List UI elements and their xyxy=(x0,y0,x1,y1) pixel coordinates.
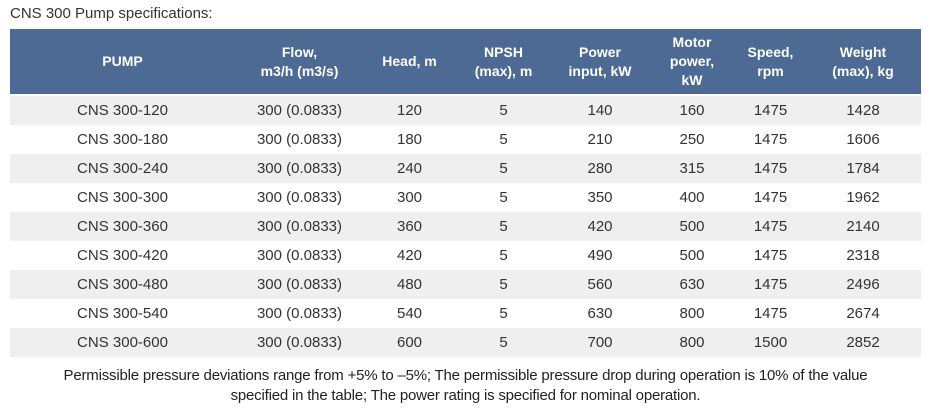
table-cell: 560 xyxy=(552,270,648,299)
table-cell: 5 xyxy=(455,96,552,125)
table-cell: 5 xyxy=(455,125,552,154)
table-cell: 2140 xyxy=(805,212,921,241)
table-cell: 2318 xyxy=(805,241,921,270)
pump-model-cell: CNS 300-420 xyxy=(10,241,235,270)
table-cell: 2852 xyxy=(805,328,921,357)
table-cell: 1428 xyxy=(805,96,921,125)
table-cell: 800 xyxy=(648,328,736,357)
pump-model-cell: CNS 300-240 xyxy=(10,154,235,183)
table-cell: 300 (0.0833) xyxy=(235,125,364,154)
table-cell: 300 (0.0833) xyxy=(235,328,364,357)
table-cell: 5 xyxy=(455,270,552,299)
table-cell: 400 xyxy=(648,183,736,212)
column-header: NPSH (max), m xyxy=(455,29,552,96)
pump-spec-table: PUMP Flow, m3/h (m3/s) Head, m NPSH (max), … xyxy=(10,29,921,357)
table-cell: 250 xyxy=(648,125,736,154)
pump-model-cell: CNS 300-480 xyxy=(10,270,235,299)
table-row: CNS 300-540 300 (0.0833) 540 5 630 800 1475 267… xyxy=(10,299,921,328)
table-cell: 1606 xyxy=(805,125,921,154)
table-header: PUMP Flow, m3/h (m3/s) Head, m NPSH (max), … xyxy=(10,29,921,96)
column-header: Motor power, kW xyxy=(648,29,736,96)
table-cell: 540 xyxy=(364,299,455,328)
footer-note-line2: specified in the table; The power rating… xyxy=(230,387,701,404)
table-cell: 300 xyxy=(364,183,455,212)
footer-note-line1: Permissible pressure deviations range fr… xyxy=(63,367,868,384)
table-cell: 300 (0.0833) xyxy=(235,96,364,125)
table-row: CNS 300-600 300 (0.0833) 600 5 700 800 1500 285… xyxy=(10,328,921,357)
table-cell: 500 xyxy=(648,241,736,270)
table-cell: 420 xyxy=(552,212,648,241)
table-cell: 480 xyxy=(364,270,455,299)
table-cell: 315 xyxy=(648,154,736,183)
column-header: Flow, m3/h (m3/s) xyxy=(235,29,364,96)
table-row: CNS 300-360 300 (0.0833) 360 5 420 500 1475 214… xyxy=(10,212,921,241)
table-cell: 500 xyxy=(648,212,736,241)
table-cell: 700 xyxy=(552,328,648,357)
table-row: CNS 300-480 300 (0.0833) 480 5 560 630 1475 249… xyxy=(10,270,921,299)
table-cell: 160 xyxy=(648,96,736,125)
column-header: Power input, kW xyxy=(552,29,648,96)
table-cell: 630 xyxy=(552,299,648,328)
table-cell: 300 (0.0833) xyxy=(235,299,364,328)
table-cell: 5 xyxy=(455,241,552,270)
pump-model-cell: CNS 300-600 xyxy=(10,328,235,357)
table-cell: 350 xyxy=(552,183,648,212)
pump-model-cell: CNS 300-540 xyxy=(10,299,235,328)
table-cell: 5 xyxy=(455,299,552,328)
table-cell: 5 xyxy=(455,154,552,183)
pump-model-cell: CNS 300-180 xyxy=(10,125,235,154)
table-cell: 1475 xyxy=(736,125,805,154)
table-cell: 5 xyxy=(455,183,552,212)
table-row: CNS 300-240 300 (0.0833) 240 5 280 315 1475 178… xyxy=(10,154,921,183)
column-header: Weight (max), kg xyxy=(805,29,921,96)
pump-model-cell: CNS 300-120 xyxy=(10,96,235,125)
table-cell: 1784 xyxy=(805,154,921,183)
table-cell: 1500 xyxy=(736,328,805,357)
table-cell: 1475 xyxy=(736,299,805,328)
table-cell: 360 xyxy=(364,212,455,241)
table-cell: 2496 xyxy=(805,270,921,299)
table-cell: 280 xyxy=(552,154,648,183)
table-row: CNS 300-180 300 (0.0833) 180 5 210 250 1475 160… xyxy=(10,125,921,154)
table-cell: 300 (0.0833) xyxy=(235,270,364,299)
table-cell: 1475 xyxy=(736,96,805,125)
table-cell: 800 xyxy=(648,299,736,328)
table-cell: 240 xyxy=(364,154,455,183)
footer-note: Permissible pressure deviations range fr… xyxy=(0,366,931,406)
table-row: CNS 300-120 300 (0.0833) 120 5 140 160 1475 142… xyxy=(10,96,921,125)
table-cell: 180 xyxy=(364,125,455,154)
table-body: CNS 300-120 300 (0.0833) 120 5 140 160 1475 142… xyxy=(10,96,921,357)
pump-model-cell: CNS 300-360 xyxy=(10,212,235,241)
table-cell: 1962 xyxy=(805,183,921,212)
pump-model-cell: CNS 300-300 xyxy=(10,183,235,212)
table-cell: 1475 xyxy=(736,183,805,212)
table-cell: 420 xyxy=(364,241,455,270)
table-cell: 210 xyxy=(552,125,648,154)
table-row: CNS 300-420 300 (0.0833) 420 5 490 500 1475 231… xyxy=(10,241,921,270)
table-cell: 5 xyxy=(455,328,552,357)
table-cell: 600 xyxy=(364,328,455,357)
column-header: Speed, rpm xyxy=(736,29,805,96)
table-cell: 490 xyxy=(552,241,648,270)
table-cell: 630 xyxy=(648,270,736,299)
table-cell: 2674 xyxy=(805,299,921,328)
table-cell: 300 (0.0833) xyxy=(235,212,364,241)
table-cell: 1475 xyxy=(736,241,805,270)
table-cell: 1475 xyxy=(736,270,805,299)
table-row: CNS 300-300 300 (0.0833) 300 5 350 400 1475 196… xyxy=(10,183,921,212)
table-cell: 5 xyxy=(455,212,552,241)
table-cell: 300 (0.0833) xyxy=(235,241,364,270)
table-header-row: PUMP Flow, m3/h (m3/s) Head, m NPSH (max), … xyxy=(10,29,921,96)
table-cell: 1475 xyxy=(736,212,805,241)
table-cell: 1475 xyxy=(736,154,805,183)
column-header: PUMP xyxy=(10,29,235,96)
table-cell: 140 xyxy=(552,96,648,125)
table-cell: 300 (0.0833) xyxy=(235,154,364,183)
table-cell: 300 (0.0833) xyxy=(235,183,364,212)
page-title: CNS 300 Pump specifications: xyxy=(10,5,213,22)
table-cell: 120 xyxy=(364,96,455,125)
column-header: Head, m xyxy=(364,29,455,96)
